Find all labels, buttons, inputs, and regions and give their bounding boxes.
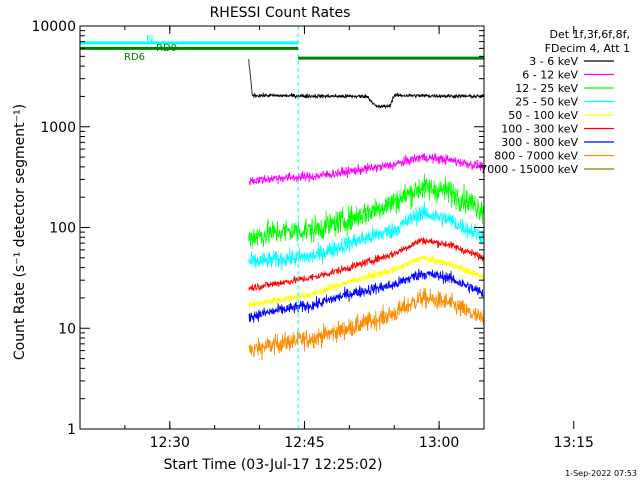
series-line-6 [248, 268, 484, 323]
legend-header-line-1: Det 1f,3f,6f,8f, [549, 28, 630, 41]
y-tick-label: 10000 [31, 19, 76, 35]
legend-entry-label: 12 - 25 keV [515, 82, 578, 95]
state-label-0: N [146, 34, 153, 45]
y-axis-ticks: 1 10 100 1000 10000 [31, 19, 484, 438]
legend-header-line-2: FDecim 4, Att 1 [545, 42, 630, 55]
plot-content [80, 26, 484, 429]
series-line-3 [248, 201, 484, 271]
x-tick-label: 13:00 [419, 435, 459, 451]
legend: Det 1f,3f,6f,8f, FDecim 4, Att 1 3 - 6 k… [480, 28, 630, 176]
legend-entry-label: 7000 - 15000 keV [480, 163, 578, 176]
legend-entry-label: 100 - 300 keV [501, 123, 578, 136]
y-tick-label: 1000 [40, 120, 76, 136]
series-line-5 [248, 237, 484, 292]
legend-entry-label: 25 - 50 keV [515, 96, 578, 109]
series-line-1 [248, 152, 484, 186]
legend-entry-label: 800 - 7000 keV [494, 150, 578, 163]
x-tick-label: 12:45 [284, 435, 324, 451]
legend-entry-label: 50 - 100 keV [508, 109, 578, 122]
x-tick-label: 12:30 [150, 435, 190, 451]
y-tick-label: 10 [58, 321, 76, 337]
legend-entry-label: 6 - 12 keV [522, 69, 578, 82]
chart-title: RHESSI Count Rates [210, 5, 351, 21]
y-tick-label: 100 [49, 221, 76, 237]
legend-entry-label: 300 - 800 keV [501, 136, 578, 149]
y-axis-label: Count Rate (s⁻¹ detector segment⁻¹) [12, 104, 28, 360]
series-line-4 [248, 254, 484, 309]
state-label-2: RD6 [124, 52, 145, 63]
state-label-1: RD0 [156, 43, 177, 54]
x-tick-label: 13:15 [554, 435, 594, 451]
y-tick-label: 1 [67, 422, 76, 438]
x-axis-label: Start Time (03-Jul-17 12:25:02) [163, 457, 382, 473]
series-line-0 [248, 59, 484, 110]
series-line-2 [248, 173, 484, 249]
legend-entry-label: 3 - 6 keV [529, 55, 578, 68]
timestamp: 1-Sep-2022 07:53 [565, 469, 637, 478]
series-line-7 [248, 287, 484, 361]
